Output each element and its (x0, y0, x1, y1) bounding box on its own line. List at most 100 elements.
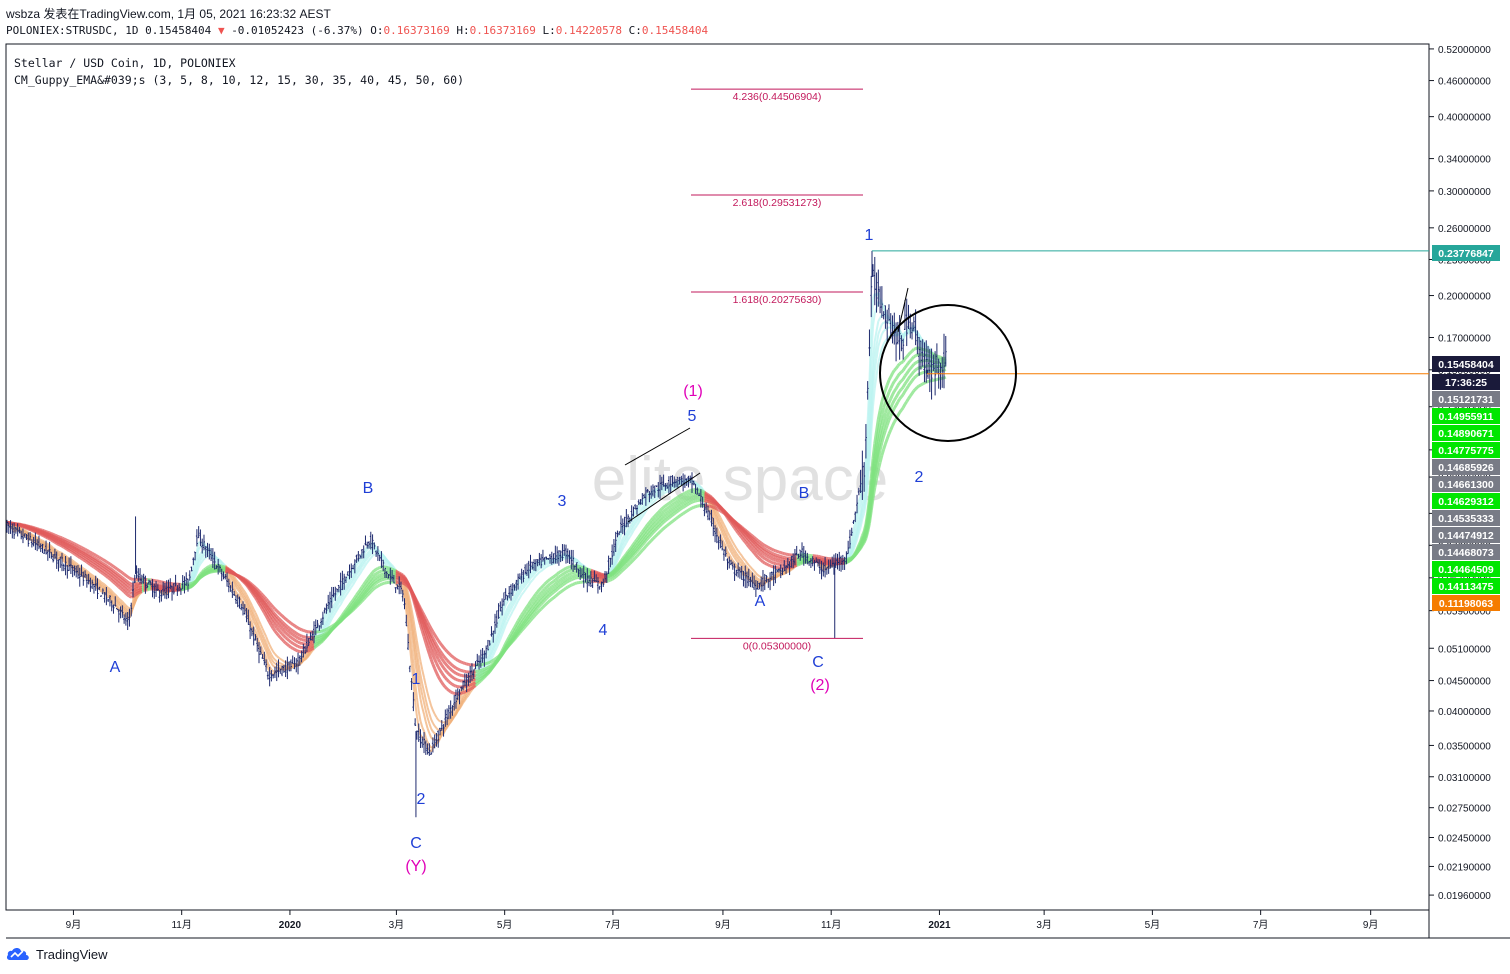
ema-segment (124, 592, 129, 597)
ema-segment (192, 564, 197, 572)
ema-segment (247, 604, 252, 610)
ema-segment (889, 394, 894, 400)
ema-segment (345, 582, 349, 587)
ema-segment (73, 562, 77, 566)
ema-segment (336, 596, 340, 601)
ema-segment (277, 634, 282, 639)
ema-segment (110, 570, 115, 575)
ema-segment (238, 595, 243, 601)
ema-segment (281, 663, 285, 666)
ema-segment (735, 556, 739, 560)
ema-segment (139, 589, 143, 594)
ema-segment (556, 575, 560, 580)
ema-segment (86, 556, 90, 560)
ema-segment (410, 623, 415, 636)
ema-segment (415, 697, 420, 712)
ema-segment (541, 583, 546, 588)
ema-segment (639, 538, 644, 543)
ema-segment (357, 566, 361, 571)
ema-segment (408, 606, 413, 618)
ema-segment (108, 571, 113, 576)
ema-segment (249, 612, 253, 618)
ema-segment (295, 648, 299, 653)
ema-segment (352, 577, 356, 582)
ema-segment (93, 565, 97, 570)
ema-segment (532, 598, 538, 603)
ema-segment (105, 585, 109, 589)
ema-segment (332, 602, 337, 606)
ema-segment (499, 615, 504, 622)
ema-segment (502, 604, 507, 611)
ema-segment (341, 597, 346, 602)
ema-segment (627, 536, 631, 541)
ema-segment (364, 555, 369, 560)
ema-segment (630, 520, 635, 525)
ema-segment (485, 670, 489, 675)
ema-segment (377, 566, 381, 570)
ema-segment (435, 672, 440, 678)
ema-segment (291, 646, 296, 651)
ema-segment (499, 621, 504, 628)
ema-segment (550, 580, 555, 584)
ema-segment (242, 597, 246, 602)
ema-segment (105, 566, 110, 571)
ema-segment (424, 699, 429, 708)
ema-segment (472, 681, 477, 685)
ema-segment (87, 555, 92, 559)
ema-segment (705, 495, 709, 499)
ema-segment (136, 586, 139, 591)
ema-segment (444, 676, 449, 681)
ema-segment (769, 564, 773, 568)
ema-segment (907, 359, 912, 364)
ema-segment (359, 563, 363, 568)
ema-segment (687, 495, 691, 500)
ema-segment (634, 541, 639, 547)
ema-segment (279, 622, 284, 627)
ema-segment (545, 588, 550, 593)
ema-segment (494, 642, 498, 648)
ema-segment (197, 559, 202, 565)
ema-segment (219, 559, 223, 563)
ema-segment (893, 378, 898, 383)
ema-segment (559, 569, 564, 573)
ema-segment (254, 624, 259, 630)
ema-segment (329, 614, 333, 620)
ema-segment (423, 677, 427, 686)
ema-segment (89, 573, 93, 576)
ema-segment (330, 608, 335, 613)
ema-segment (648, 527, 653, 532)
ema-segment (91, 562, 95, 566)
ema-segment (368, 551, 372, 555)
ema-segment (511, 602, 516, 607)
ema-segment (632, 547, 637, 552)
ema-segment (714, 516, 718, 522)
ema-segment (733, 562, 738, 566)
ema-segment (274, 653, 278, 657)
ema-segment (440, 681, 445, 686)
ema-segment (641, 528, 646, 533)
ema-segment (625, 532, 630, 537)
ema-segment (80, 554, 85, 559)
ema-segment (730, 547, 734, 552)
ema-segment (684, 490, 688, 495)
ema-segment (263, 642, 267, 647)
ema-segment (875, 418, 880, 432)
ema-segment (419, 720, 424, 728)
ema-segment (554, 577, 559, 582)
ema-segment (856, 509, 860, 520)
ema-segment (889, 372, 894, 378)
ema-segment (98, 581, 102, 586)
ema-segment (866, 463, 871, 486)
ema-segment (522, 608, 527, 614)
ema-segment (438, 678, 444, 684)
ema-segment (758, 553, 763, 557)
ema-segment (612, 552, 617, 560)
ema-segment (107, 576, 111, 581)
ema-segment (274, 659, 278, 663)
ema-segment (116, 595, 120, 600)
ema-segment (277, 620, 282, 625)
ema-segment (510, 605, 514, 610)
ema-segment (107, 586, 111, 590)
ema-segment (558, 578, 562, 582)
